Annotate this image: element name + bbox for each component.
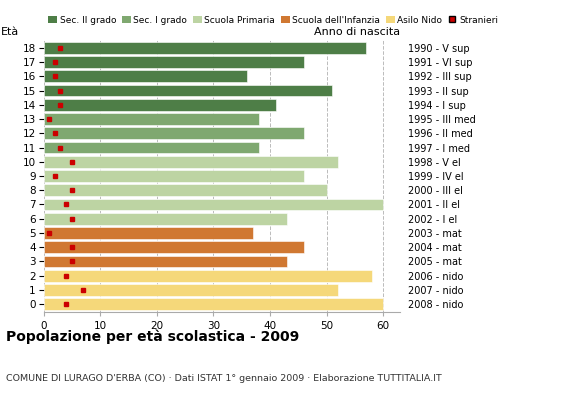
Text: COMUNE DI LURAGO D'ERBA (CO) · Dati ISTAT 1° gennaio 2009 · Elaborazione TUTTITA: COMUNE DI LURAGO D'ERBA (CO) · Dati ISTA… [6,374,441,383]
Bar [44,270,372,282]
Text: Anno di nascita: Anno di nascita [314,27,400,37]
Bar [44,85,332,96]
Bar [44,156,338,168]
Bar [44,227,253,239]
Text: Popolazione per età scolastica - 2009: Popolazione per età scolastica - 2009 [6,330,299,344]
Bar [44,241,304,253]
Bar [44,113,259,125]
Bar [44,199,383,210]
Bar [44,284,338,296]
Bar [44,298,383,310]
Bar [44,142,259,153]
Bar [44,99,276,111]
Bar [44,170,304,182]
Bar [44,128,304,139]
Text: Età: Età [1,27,19,37]
Bar [44,42,366,54]
Bar [44,256,287,267]
Bar [44,184,327,196]
Bar [44,70,247,82]
Legend: Sec. II grado, Sec. I grado, Scuola Primaria, Scuola dell'Infanzia, Asilo Nido, : Sec. II grado, Sec. I grado, Scuola Prim… [48,16,499,25]
Bar [44,213,287,224]
Bar [44,56,304,68]
